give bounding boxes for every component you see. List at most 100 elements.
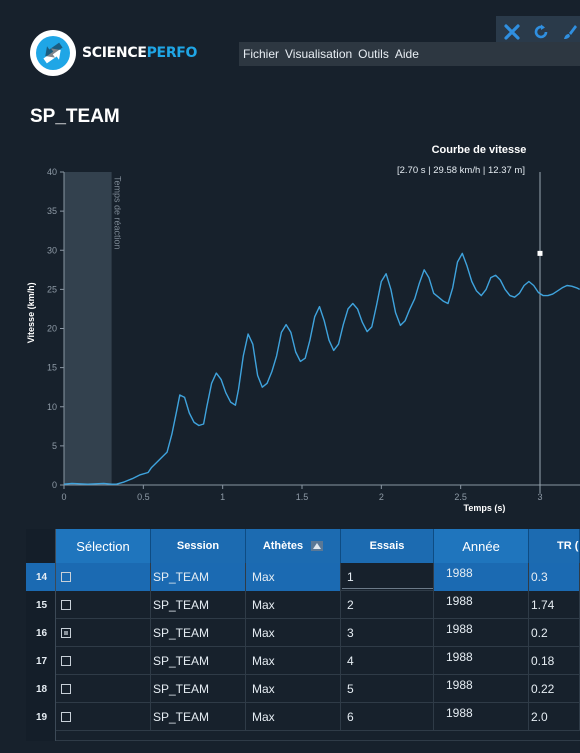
annee-cell: 1988 — [434, 675, 529, 703]
menu-bar: Fichier Visualisation Outils Aide — [239, 42, 580, 66]
selection-cell — [56, 647, 151, 675]
refresh-icon[interactable] — [531, 22, 550, 42]
essai-cell: 3 — [341, 619, 434, 647]
x-tick-label: 0.5 — [137, 492, 150, 502]
y-tick-label: 0 — [52, 480, 57, 490]
annee-cell: 1988 — [434, 703, 529, 731]
y-tick-label: 20 — [47, 324, 57, 334]
selection-cell — [56, 619, 151, 647]
y-tick-label: 10 — [47, 402, 57, 412]
y-tick-label: 30 — [47, 245, 57, 255]
speed-chart-svg: Temps de réaction 0 5 10 15 20 25 30 35 40 0 0.5 1 1.… — [26, 144, 580, 513]
selection-cell — [56, 703, 151, 731]
table-row[interactable]: 17 SP_TEAM Max 4 1988 0.18 — [26, 647, 580, 675]
speed-series-line — [63, 252, 580, 485]
session-cell: SP_TEAM — [151, 647, 246, 675]
selection-checkbox[interactable] — [61, 572, 71, 582]
annee-cell: 1988 — [434, 619, 529, 647]
y-tick-label: 35 — [47, 206, 57, 216]
header-athletes-label: Athètes — [262, 540, 304, 552]
essai-cell: 2 — [341, 591, 434, 619]
table-row[interactable]: 19 SP_TEAM Max 6 1988 2.0 — [26, 703, 580, 731]
menu-aide[interactable]: Aide — [394, 47, 419, 61]
table-row[interactable]: 16 SP_TEAM Max 3 1988 0.2 — [26, 619, 580, 647]
selection-checkbox[interactable] — [61, 656, 71, 666]
x-tick-label: 1 — [220, 492, 225, 502]
selection-cell — [56, 591, 151, 619]
selection-checkbox[interactable] — [61, 628, 71, 638]
x-tick-label: 2 — [379, 492, 384, 502]
y-tick-label: 25 — [47, 284, 57, 294]
reaction-time-label: Temps de réaction — [113, 176, 123, 250]
essai-cell: 5 — [341, 675, 434, 703]
x-axis-label: Temps (s) — [464, 503, 506, 513]
header-essais[interactable]: Essais — [341, 529, 434, 563]
row-number: 18 — [26, 675, 56, 703]
chart-title: Courbe de vitesse — [432, 144, 527, 156]
athlete-cell: Max — [246, 703, 341, 731]
athlete-cell: Max — [246, 563, 341, 591]
page-title: SP_TEAM — [30, 106, 120, 127]
tr-cell: 0.18 — [529, 647, 580, 675]
brush-icon[interactable] — [561, 22, 580, 42]
table-row[interactable]: 15 SP_TEAM Max 2 1988 1.74 — [26, 591, 580, 619]
row-number: 14 — [26, 563, 56, 591]
table-row-partial — [26, 731, 580, 741]
session-cell: SP_TEAM — [151, 675, 246, 703]
table-row[interactable]: 14 SP_TEAM Max 1 1988 0.3 — [26, 563, 580, 591]
annee-cell: 1988 — [434, 647, 529, 675]
athlete-cell: Max — [246, 675, 341, 703]
athlete-cell: Max — [246, 619, 341, 647]
row-number: 17 — [26, 647, 56, 675]
essai-cell: 4 — [341, 647, 434, 675]
header-annee[interactable]: Année — [434, 529, 529, 563]
selection-cell — [56, 563, 151, 591]
x-tick-label: 1.5 — [296, 492, 309, 502]
sort-arrow-icon[interactable] — [311, 541, 324, 551]
tr-cell: 2.0 — [529, 703, 580, 731]
annee-cell: 1988 — [434, 563, 529, 591]
menu-outils[interactable]: Outils — [358, 47, 389, 61]
row-number: 16 — [26, 619, 56, 647]
tr-cell: 0.22 — [529, 675, 580, 703]
tr-cell: 1.74 — [529, 591, 580, 619]
x-tick-label: 2.5 — [454, 492, 467, 502]
y-tick-label: 5 — [52, 441, 57, 451]
header-tr[interactable]: TR ( — [529, 529, 580, 563]
selection-checkbox[interactable] — [61, 684, 71, 694]
logo-icon — [30, 30, 76, 76]
speed-chart: Temps de réaction 0 5 10 15 20 25 30 35 40 0 0.5 1 1.… — [0, 135, 580, 525]
x-tick-label: 0 — [61, 492, 66, 502]
brand-logo: SCIENCEPERFO — [28, 28, 197, 78]
session-cell: SP_TEAM — [151, 619, 246, 647]
row-number: 15 — [26, 591, 56, 619]
cursor-readout: [2.70 s | 29.58 km/h | 12.37 m] — [397, 165, 525, 176]
y-axis-label: Vitesse (km/h) — [26, 282, 36, 343]
essai-cell: 6 — [341, 703, 434, 731]
session-cell: SP_TEAM — [151, 703, 246, 731]
athlete-cell: Max — [246, 591, 341, 619]
menu-fichier[interactable]: Fichier — [243, 47, 280, 61]
session-cell: SP_TEAM — [151, 591, 246, 619]
row-number — [26, 731, 56, 741]
row-number: 19 — [26, 703, 56, 731]
session-cell: SP_TEAM — [151, 563, 246, 591]
close-icon[interactable] — [502, 22, 521, 42]
essai-edit-box[interactable] — [342, 565, 434, 589]
y-tick-label: 40 — [47, 167, 57, 177]
essai-cell: 1 — [341, 563, 434, 591]
brand-name: SCIENCEPERFO — [82, 45, 198, 61]
table-row[interactable]: 18 SP_TEAM Max 5 1988 0.22 — [26, 675, 580, 703]
athlete-cell: Max — [246, 647, 341, 675]
x-tick-label: 3 — [537, 492, 542, 502]
header-selection[interactable]: Sélection — [56, 529, 151, 563]
menu-visualisation[interactable]: Visualisation — [285, 47, 353, 61]
selection-checkbox[interactable] — [61, 712, 71, 722]
annee-cell: 1988 — [434, 591, 529, 619]
selection-checkbox[interactable] — [61, 600, 71, 610]
header-athletes[interactable]: Athètes — [246, 529, 341, 563]
selection-cell — [56, 675, 151, 703]
header-session[interactable]: Session — [151, 529, 246, 563]
table-corner — [26, 529, 56, 563]
results-table: Sélection Session Athètes Essais Année T… — [26, 529, 580, 753]
